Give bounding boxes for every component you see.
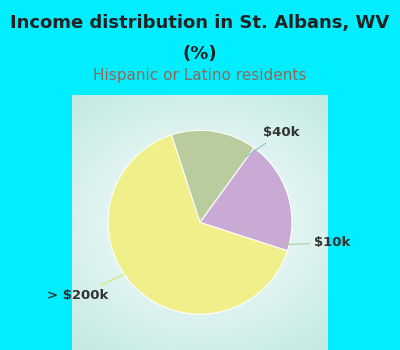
Text: Income distribution in St. Albans, WV: Income distribution in St. Albans, WV	[10, 14, 390, 32]
Wedge shape	[172, 130, 254, 222]
Wedge shape	[108, 135, 288, 314]
Text: > $200k: > $200k	[47, 274, 124, 302]
Text: $10k: $10k	[284, 236, 351, 249]
Text: Hispanic or Latino residents: Hispanic or Latino residents	[93, 68, 307, 83]
Text: (%): (%)	[183, 46, 217, 63]
Wedge shape	[200, 148, 292, 251]
Text: $40k: $40k	[245, 126, 300, 157]
